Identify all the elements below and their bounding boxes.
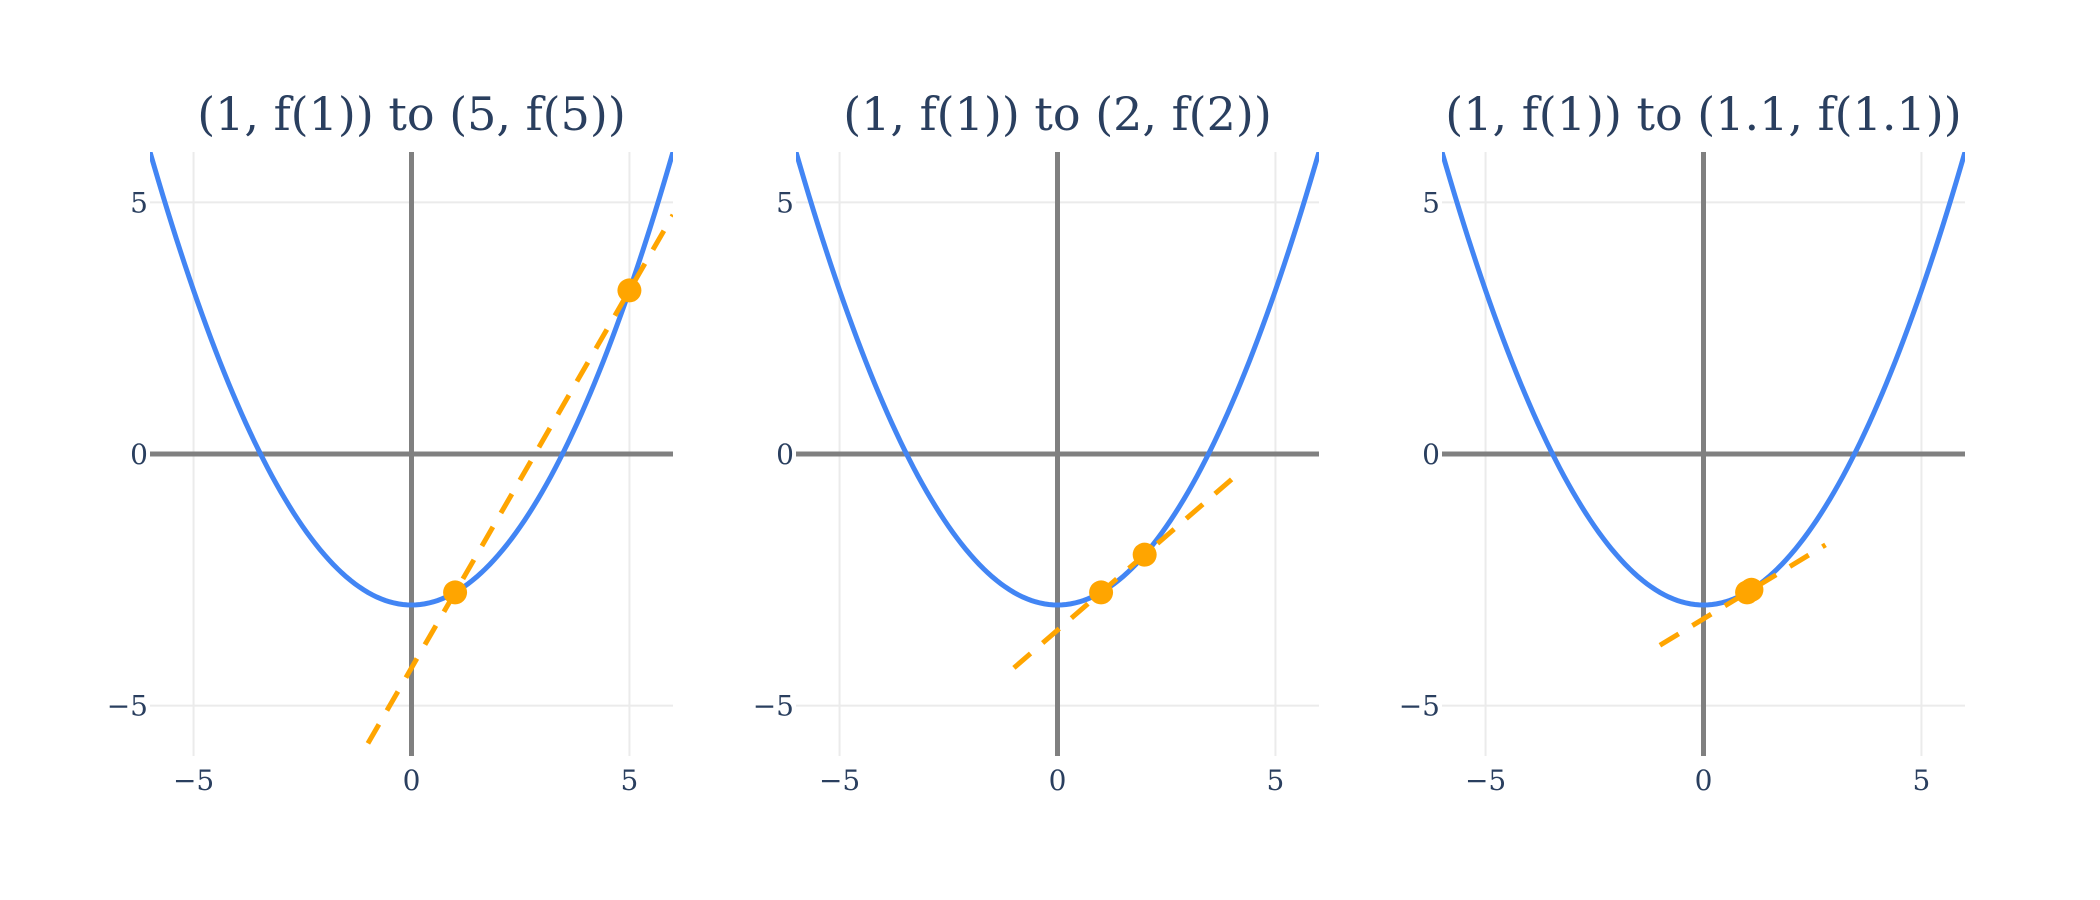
chart-title: (1, f(1)) to (1.1, f(1.1)) (1445, 87, 1961, 141)
y-tick-label: −5 (753, 690, 794, 723)
x-tick-label: 5 (1267, 764, 1285, 797)
function-curve (150, 152, 673, 608)
chart-title: (1, f(1)) to (5, f(5)) (197, 87, 626, 141)
x-tick-label: −5 (1465, 764, 1506, 797)
x-tick-label: −5 (819, 764, 860, 797)
x-tick-label: 5 (1913, 764, 1931, 797)
x-tick-label: 0 (403, 764, 421, 797)
data-point (617, 278, 642, 303)
y-tick-label: −5 (1399, 690, 1440, 723)
y-tick-label: −5 (107, 690, 148, 723)
y-tick-label: 0 (1422, 438, 1440, 471)
secant-line (1012, 477, 1234, 670)
y-tick-label: 5 (130, 186, 148, 219)
x-tick-label: 5 (621, 764, 639, 797)
function-curve (1442, 152, 1965, 608)
data-point (1739, 577, 1764, 602)
y-tick-label: 5 (1422, 186, 1440, 219)
function-curve (796, 152, 1319, 608)
data-point (1132, 542, 1157, 567)
secant-line (365, 213, 673, 745)
data-point (443, 580, 468, 605)
x-tick-label: 0 (1049, 764, 1067, 797)
chart-title: (1, f(1)) to (2, f(2)) (843, 87, 1272, 141)
x-tick-label: −5 (173, 764, 214, 797)
y-tick-label: 0 (130, 438, 148, 471)
data-point (1089, 580, 1114, 605)
y-tick-label: 0 (776, 438, 794, 471)
y-tick-label: 5 (776, 186, 794, 219)
x-tick-label: 0 (1695, 764, 1713, 797)
